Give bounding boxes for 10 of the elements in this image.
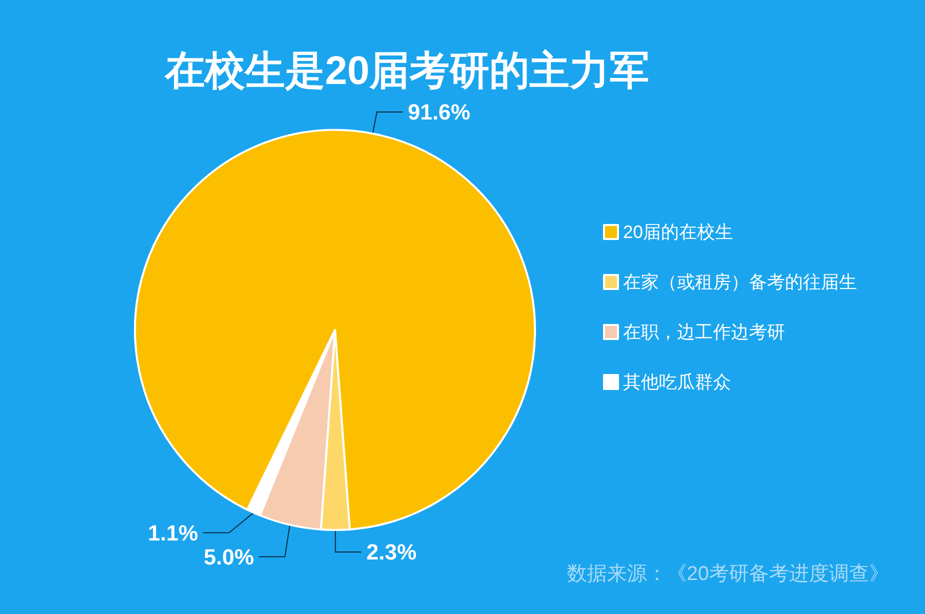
data-label: 1.1% (148, 520, 198, 546)
legend-label: 其他吃瓜群众 (623, 372, 731, 392)
chart-title: 在校生是20届考研的主力军 (164, 49, 650, 93)
data-label: 2.3% (366, 540, 417, 564)
legend-label: 20届的在校生 (623, 222, 734, 242)
data-label: 5.0% (204, 544, 254, 570)
legend-label: 在职，边工作边考研 (623, 322, 785, 342)
legend-label: 在家（或租房）备考的往届生 (623, 272, 857, 292)
source-note: 数据来源：《20考研备考进度调查》 (566, 563, 890, 585)
data-label: 91.6% (408, 99, 470, 124)
